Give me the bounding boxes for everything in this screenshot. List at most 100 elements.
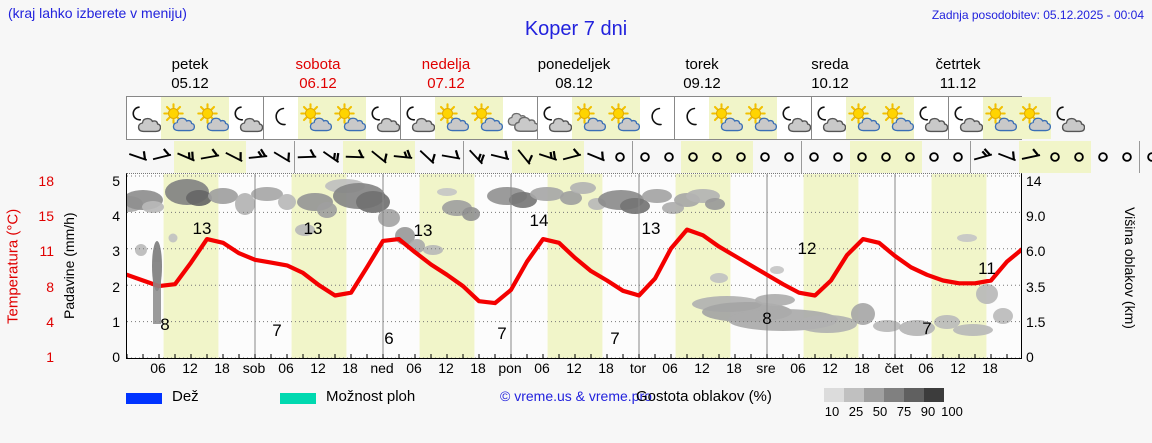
cloud-density-swatch-5 <box>924 388 944 402</box>
wind-day-2 <box>464 141 633 173</box>
cloud-density-tick: 25 <box>848 404 864 419</box>
wind-barb-icon <box>126 141 150 173</box>
last-updated: Zadnja posodobitev: 05.12.2025 - 00:04 <box>931 8 1144 22</box>
sun-cloud-icon <box>161 97 195 139</box>
x-axis-tick-label: sre <box>756 360 776 376</box>
wind-calm-icon <box>922 141 946 173</box>
wind-calm-icon <box>657 141 681 173</box>
x-axis-tick-label: 06 <box>278 360 294 376</box>
wind-day-4 <box>802 141 971 173</box>
x-axis-tick-label: 12 <box>310 360 326 376</box>
day-name: sreda <box>811 56 849 73</box>
temperature-extreme-label: 12 <box>798 239 817 258</box>
wind-day-1 <box>295 141 464 173</box>
wind-barb-icon <box>367 141 391 173</box>
wind-calm-icon <box>1115 141 1139 173</box>
wind-calm-icon <box>802 141 826 173</box>
legend-label-rain: Dež <box>172 388 199 405</box>
axis-tick: 6.0 <box>1026 243 1046 260</box>
x-axis-tick-label: 06 <box>534 360 550 376</box>
wind-barb-icon <box>295 141 319 173</box>
wind-barb-icon <box>174 141 198 173</box>
copyright-link[interactable]: © vreme.us & vreme.pro <box>500 388 652 404</box>
axis-tick: 18 <box>38 173 54 189</box>
legend-swatch-showers <box>280 393 316 404</box>
x-axis-tick-label: pon <box>498 360 522 376</box>
x-axis-tick-label: čet <box>884 360 904 376</box>
wind-calm-icon <box>850 141 874 173</box>
day-name: nedelja <box>421 56 471 73</box>
wind-calm-icon <box>681 141 705 173</box>
temperature-extreme-label: 13 <box>642 219 661 238</box>
x-axis-tick-label: sob <box>242 360 266 376</box>
sun-cloud-icon <box>880 97 914 139</box>
weather-icons-day-4 <box>675 97 812 139</box>
wind-calm-icon <box>1140 141 1152 173</box>
axis-tick: 4 <box>112 208 120 225</box>
day-name: sobota <box>295 56 341 73</box>
moon-cloud-icon <box>914 97 948 139</box>
x-axis-tick-label: 12 <box>182 360 198 376</box>
x-axis-tick-label: 18 <box>982 360 998 376</box>
temperature-curve <box>127 227 1021 306</box>
day-date: 09.12 <box>683 75 721 92</box>
moon-cloud-icon <box>401 97 435 139</box>
wind-barb-icon <box>584 141 608 173</box>
forecast-plot: 8 13 7 13 6 13 7 14 7 13 8 12 7 11 <box>126 173 1022 359</box>
wind-barb-icon <box>995 141 1019 173</box>
x-axis-tick-label: 18 <box>214 360 230 376</box>
wind-barb-icon <box>415 141 439 173</box>
sun-cloud-icon <box>195 97 229 139</box>
wind-calm-icon <box>633 141 657 173</box>
moon-cloud-icon <box>777 97 811 139</box>
wind-day-5 <box>971 141 1140 173</box>
wind-barb-icon <box>439 141 463 173</box>
axis-tick: 1.5 <box>1026 313 1046 330</box>
legend: Dež Možnost ploh <box>126 386 1146 422</box>
sun-cloud-icon <box>983 97 1017 139</box>
temperature-extreme-label: 13 <box>414 221 433 240</box>
weather-icons-day-0 <box>127 97 264 139</box>
x-axis-tick-label: 18 <box>854 360 870 376</box>
day-header-4: torek 09.12 <box>638 55 766 95</box>
x-axis-labels: 06 12 18 sob 06 12 18 ned 06 12 18 pon 06 12 18 tor 06 12… <box>126 360 1022 380</box>
sun-cloud-icon <box>1017 97 1051 139</box>
axis-tick: 4 <box>46 313 54 330</box>
cloud-density-tick: 100 <box>941 404 963 419</box>
day-date: 06.12 <box>299 75 337 92</box>
temperature-extreme-label: 13 <box>304 219 323 238</box>
cloud-density-tick: 75 <box>896 404 912 419</box>
weather-icons-day-3 <box>538 97 675 139</box>
x-axis-tick-label: 12 <box>694 360 710 376</box>
legend-label-showers: Možnost ploh <box>326 388 416 405</box>
page-title: Koper 7 dni <box>524 18 628 40</box>
location-menu-note: (kraj lahko izberete v meniju) <box>8 5 187 21</box>
x-axis-tick-label: 06 <box>662 360 678 376</box>
day-header-1: sobota 06.12 <box>254 55 382 95</box>
cloud-density-scale-labels: 10 25 50 75 90 100 <box>810 404 963 422</box>
temperature-extreme-label: 7 <box>922 319 931 338</box>
cloud-density-tick: 50 <box>872 404 888 419</box>
axis-tick: 5 <box>112 173 120 189</box>
x-axis-tick-label: 12 <box>950 360 966 376</box>
day-header-6: četrtek 11.12 <box>894 55 1022 95</box>
wind-calm-icon <box>753 141 777 173</box>
x-axis-tick-label: 18 <box>470 360 486 376</box>
wind-calm-icon <box>608 141 632 173</box>
wind-barb-icon <box>198 141 222 173</box>
legend-swatch-rain <box>126 393 162 404</box>
wind-barb-icon <box>512 141 536 173</box>
axis-tick: 1 <box>46 349 54 365</box>
day-header-3: ponedeljek 08.12 <box>510 55 638 95</box>
axis-tick: 11 <box>39 243 54 260</box>
x-axis-tick-label: 12 <box>822 360 838 376</box>
day-name: torek <box>685 56 719 73</box>
x-axis-tick-label: 06 <box>790 360 806 376</box>
moon-cloud-icon <box>1051 97 1085 139</box>
wind-barb-icon <box>560 141 584 173</box>
temperature-extreme-label: 7 <box>610 329 619 348</box>
axis-tick: 0 <box>1026 349 1034 365</box>
moon-cloud-icon <box>949 97 983 139</box>
temperature-axis-title: Temperatura (°C) <box>4 208 22 324</box>
moon-cloud-icon <box>229 97 263 139</box>
